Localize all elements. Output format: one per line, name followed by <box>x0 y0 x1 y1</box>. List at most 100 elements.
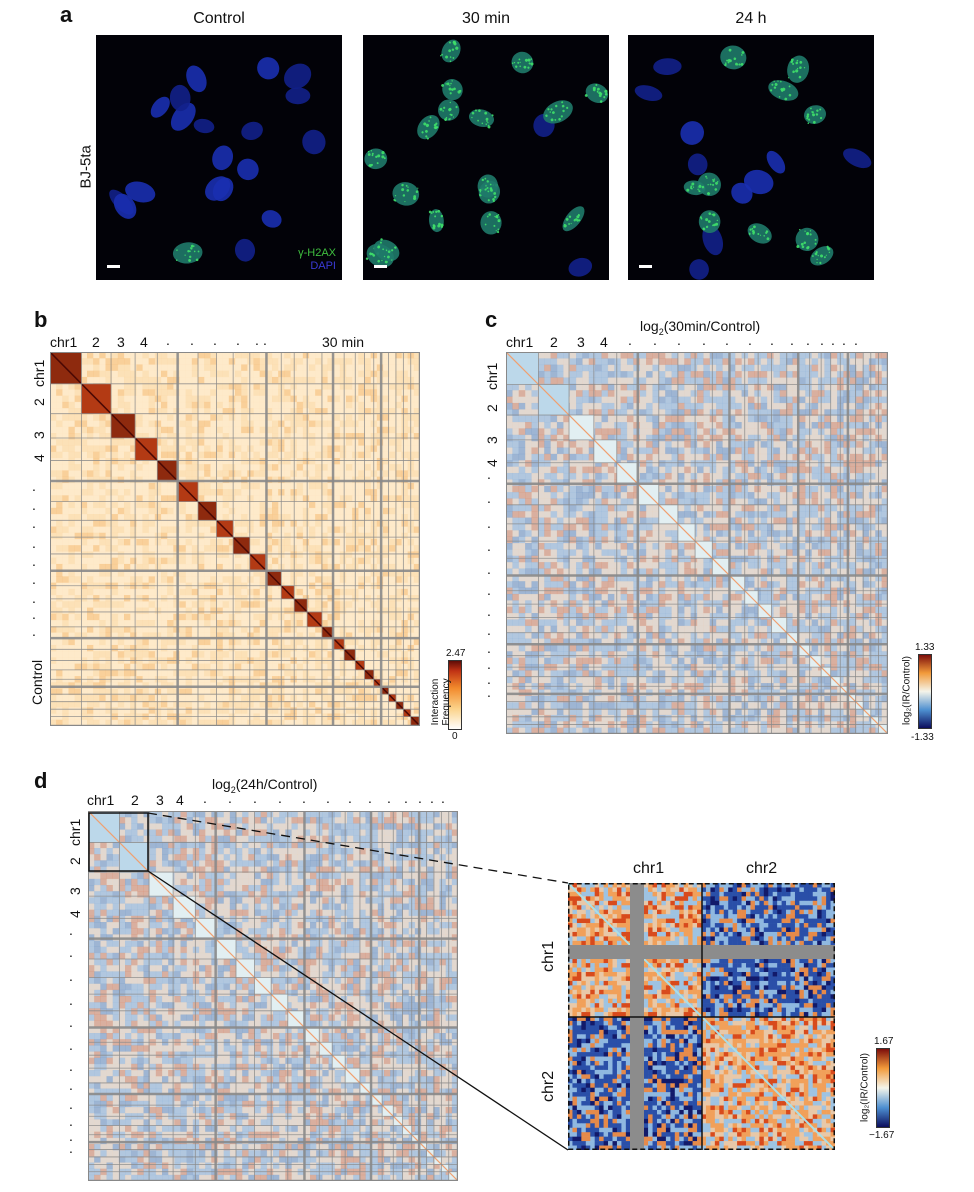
zoom-side-chr1: chr1 <box>540 940 557 972</box>
side-chr4-label: 4 <box>31 454 47 462</box>
top-chr1-label: chr1 <box>506 334 534 350</box>
ellipsis-dot: . <box>69 1113 73 1129</box>
side-chr3-label: 3 <box>67 887 83 895</box>
top-chr1-label: chr1 <box>50 334 78 350</box>
ellipsis-dot: . <box>32 590 36 606</box>
side-chr3-label: 3 <box>484 436 500 444</box>
top-chr2-label: 2 <box>92 334 100 350</box>
ellipsis-dot: . <box>255 332 259 348</box>
ellipsis-dot: . <box>487 515 491 531</box>
top-chr3-label: 3 <box>117 334 125 350</box>
ellipsis-dot: . <box>487 684 491 700</box>
ellipsis-dot: . <box>487 582 491 598</box>
side-chr2-label: 2 <box>67 857 83 865</box>
side-chr1-label: chr1 <box>31 359 47 387</box>
micrograph-24h <box>628 35 874 280</box>
ellipsis-dot: . <box>368 790 372 806</box>
title-sub: 2 <box>658 326 664 337</box>
ellipsis-dot: . <box>842 332 846 348</box>
ellipsis-dot: . <box>32 571 36 587</box>
ellipsis-dot: . <box>725 332 729 348</box>
title-rest: (30min/Control) <box>663 318 761 334</box>
top-chr2-label: 2 <box>131 792 139 808</box>
ellipsis-dot: . <box>820 332 824 348</box>
ellipsis-dot: . <box>32 478 36 494</box>
ellipsis-dot: . <box>348 790 352 806</box>
ellipsis-dot: . <box>32 553 36 569</box>
ellipsis-dot: . <box>487 466 491 482</box>
ellipsis-dot: . <box>387 790 391 806</box>
ellipsis-dot: . <box>790 332 794 348</box>
ellipsis-dot: . <box>831 332 835 348</box>
scale-bar <box>374 265 387 268</box>
ellipsis-dot: . <box>302 790 306 806</box>
colorbar-title-line2: Frequency <box>441 678 452 726</box>
colorbar-max: 1.67 <box>874 1036 894 1047</box>
side-chr1-label: chr1 <box>484 362 500 390</box>
colorbar-log2-30min <box>918 654 932 729</box>
ellipsis-dot: . <box>253 790 257 806</box>
ellipsis-dot: . <box>166 332 170 348</box>
hic-map-30min-control <box>50 352 420 726</box>
ellipsis-dot: . <box>702 332 706 348</box>
ellipsis-dot: . <box>32 606 36 622</box>
side-condition-label: Control <box>29 659 45 705</box>
ellipsis-dot: . <box>236 332 240 348</box>
row-label: BJ-5ta <box>77 145 95 189</box>
ellipsis-dot: . <box>487 561 491 577</box>
ellipsis-dot: . <box>69 922 73 938</box>
ellipsis-dot: . <box>69 1128 73 1144</box>
ellipsis-dot: . <box>404 790 408 806</box>
top-chr4-label: 4 <box>176 792 184 808</box>
panel-d-title: log2(24h/Control) <box>212 776 317 795</box>
ellipsis-dot: . <box>677 332 681 348</box>
panel-c-title: log2(30min/Control) <box>640 318 760 337</box>
ellipsis-dot: . <box>213 332 217 348</box>
ellipsis-dot: . <box>487 538 491 554</box>
ellipsis-dot: . <box>487 640 491 656</box>
colorbar-min: −1.67 <box>869 1130 895 1141</box>
colorbar-title: Interaction Frequency <box>430 657 452 747</box>
condition-title-24h: 24 h <box>735 10 767 27</box>
panel-c-letter: c <box>485 307 498 332</box>
ellipsis-dot: . <box>69 1037 73 1053</box>
ellipsis-dot: . <box>487 622 491 638</box>
condition-title-control: Control <box>193 10 245 27</box>
ellipsis-dot: . <box>69 1014 73 1030</box>
ellipsis-dot: . <box>628 332 632 348</box>
zoom-side-chr2: chr2 <box>540 1070 557 1102</box>
log2-ratio-map-24h <box>88 811 458 1181</box>
side-chr3-label: 3 <box>31 431 47 439</box>
side-chr1-label: chr1 <box>67 818 83 846</box>
micrograph-24h-image <box>634 45 872 280</box>
ellipsis-dot: . <box>228 790 232 806</box>
ellipsis-dot: . <box>854 332 858 348</box>
ellipsis-dot: . <box>278 790 282 806</box>
panel-d-letter: d <box>34 768 48 793</box>
top-condition-label: 30 min <box>322 334 365 350</box>
micrograph-control: γ-H2AX DAPI <box>96 35 342 280</box>
micrograph-control-image <box>109 57 326 264</box>
ellipsis-dot: . <box>69 1058 73 1074</box>
ellipsis-dot: . <box>748 332 752 348</box>
zoom-map-chr1-chr2 <box>568 883 835 1150</box>
ellipsis-dot: . <box>69 944 73 960</box>
ellipsis-dot: . <box>430 790 434 806</box>
ellipsis-dot: . <box>487 603 491 619</box>
panel-a-letter: a <box>60 2 73 27</box>
ellipsis-dot: . <box>441 790 445 806</box>
side-chr2-label: 2 <box>31 398 47 406</box>
ellipsis-dot: . <box>487 656 491 672</box>
colorbar-min: -1.33 <box>911 732 934 743</box>
title-sub: 2 <box>230 784 236 795</box>
title-log: log <box>212 776 231 792</box>
panel-b-letter: b <box>34 307 48 332</box>
top-chr4-label: 4 <box>140 334 148 350</box>
top-chr3-label: 3 <box>577 334 585 350</box>
condition-title-30min: 30 min <box>461 10 511 27</box>
ellipsis-dot: . <box>32 535 36 551</box>
ellipsis-dot: . <box>487 671 491 687</box>
ellipsis-dot: . <box>770 332 774 348</box>
title-rest: (24h/Control) <box>235 776 318 792</box>
ellipsis-dot: . <box>653 332 657 348</box>
